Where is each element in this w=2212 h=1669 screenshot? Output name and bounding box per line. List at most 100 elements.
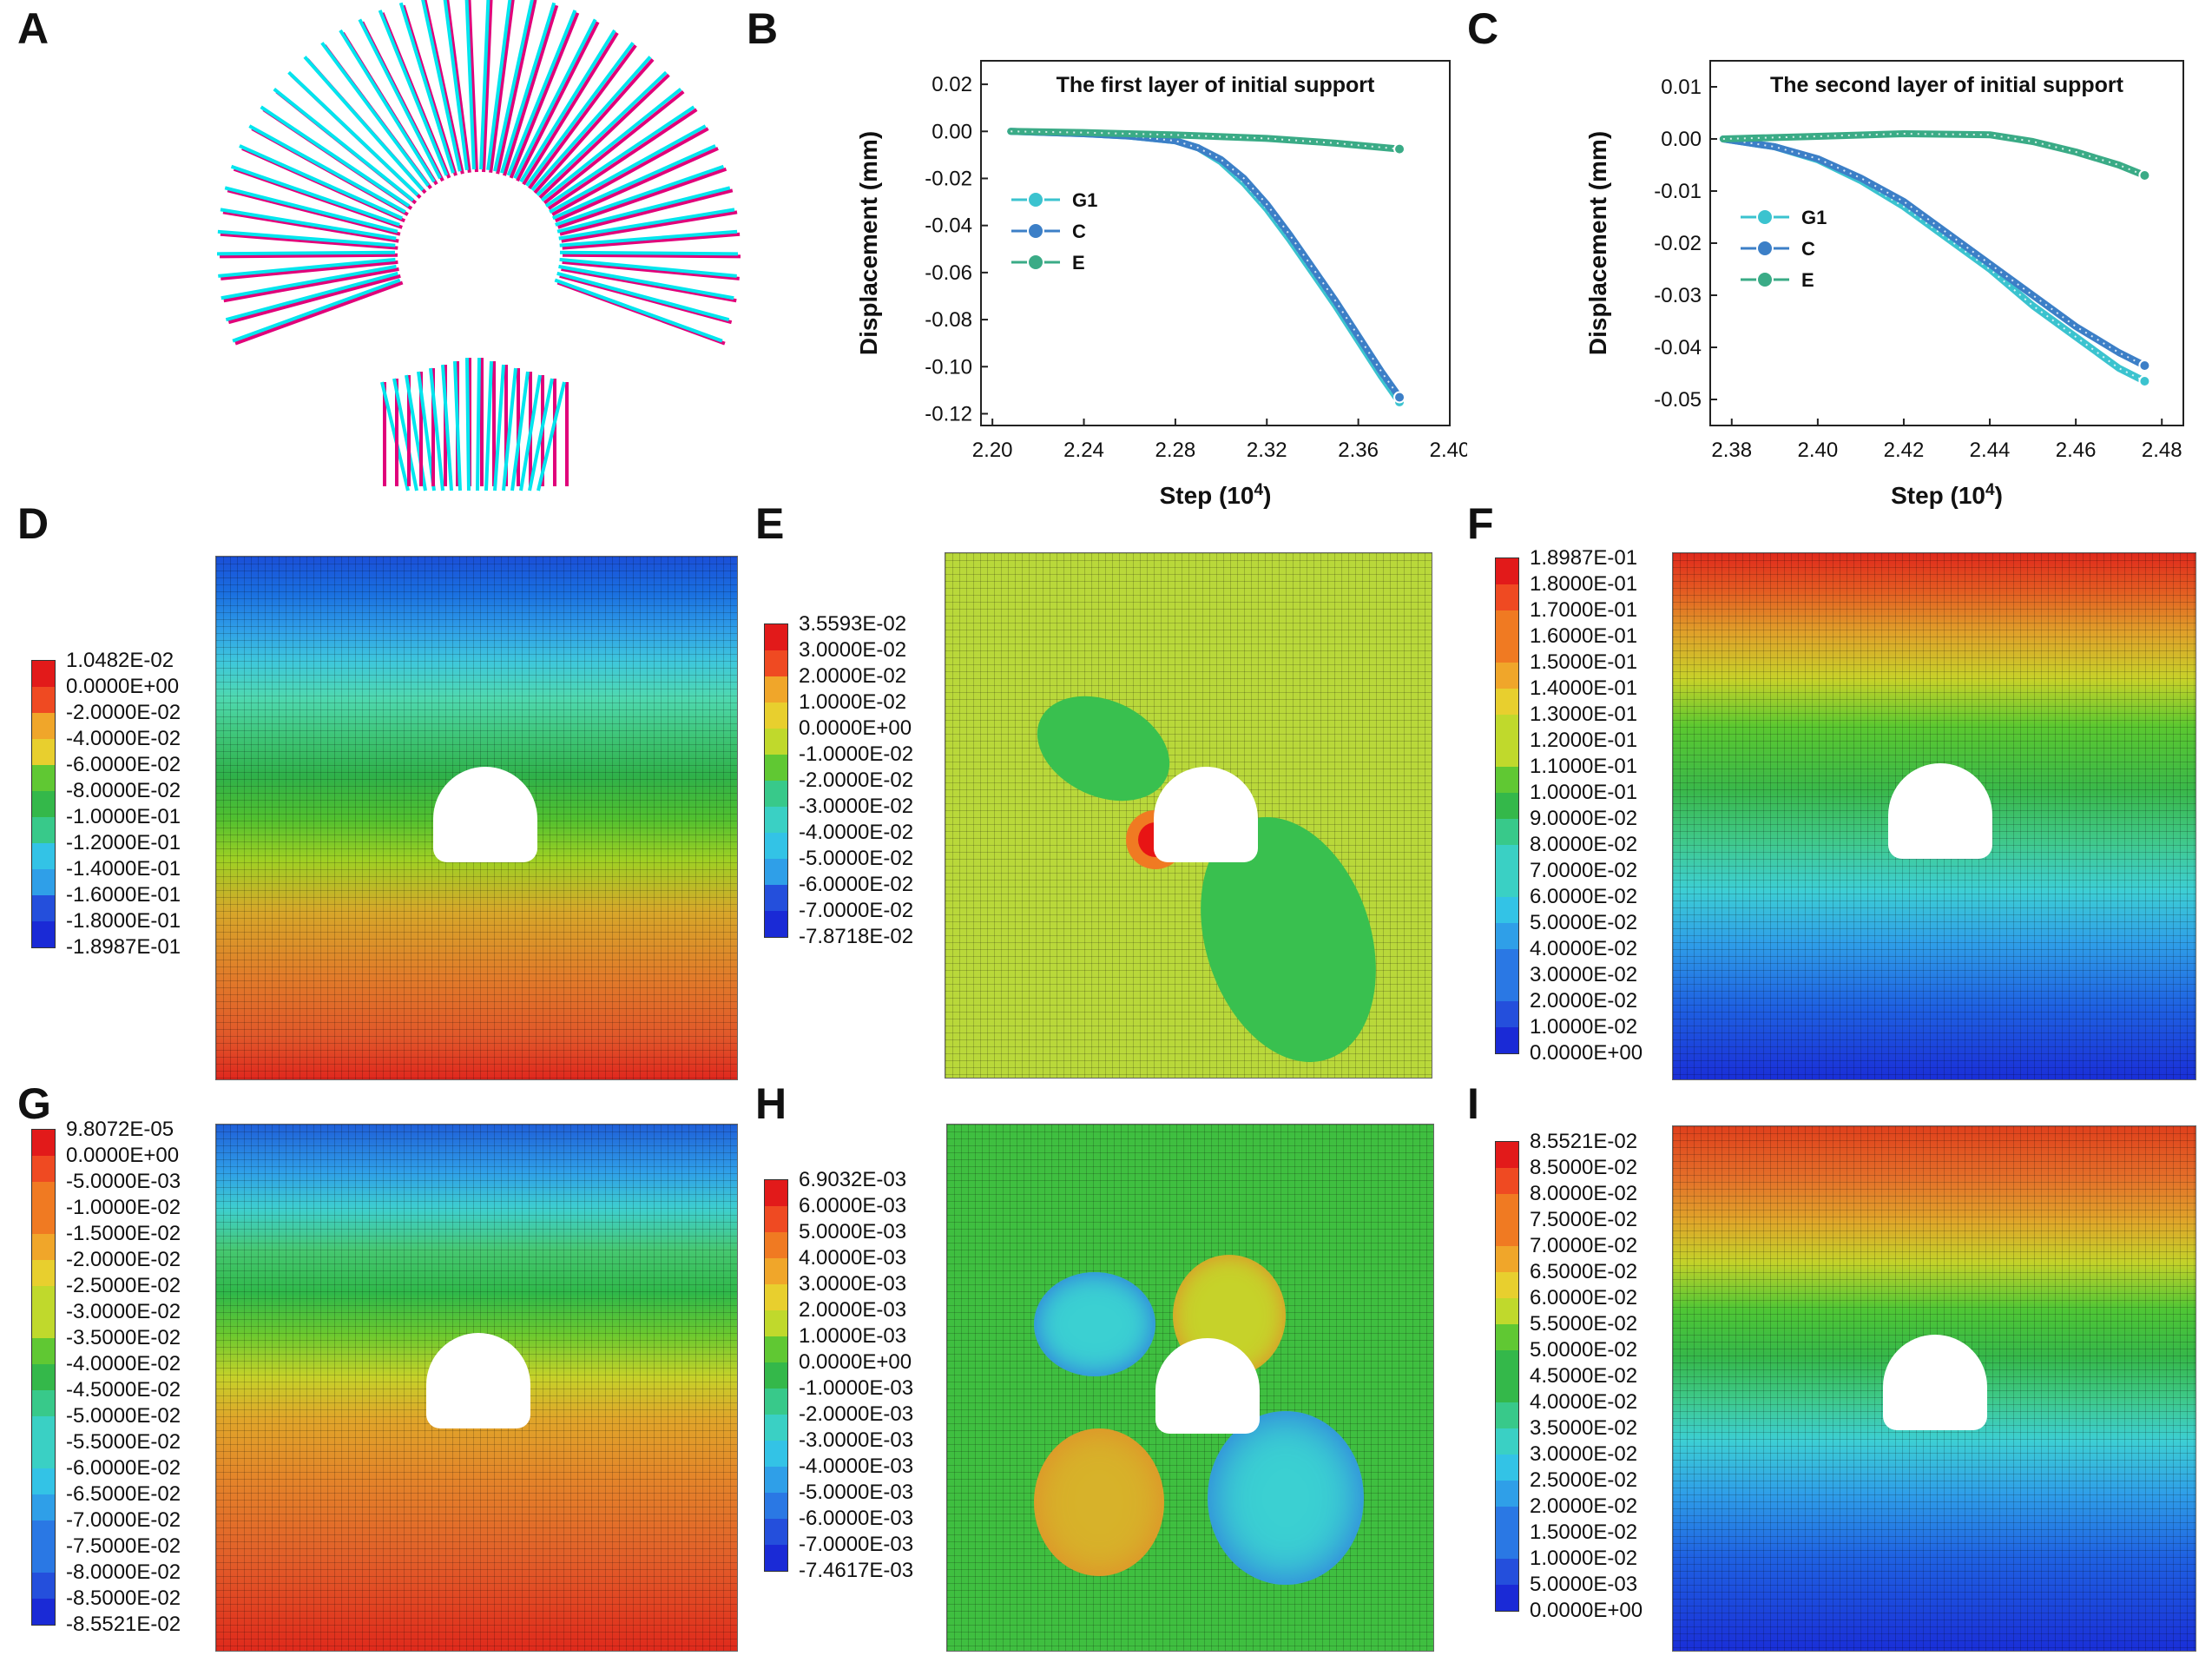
color-bar-segment: [1496, 1533, 1518, 1559]
y-tick-label: -0.04: [925, 214, 972, 238]
bolt-magenta: [538, 73, 670, 199]
contour-plot-i: [1672, 1125, 2196, 1652]
color-bar-segment: [32, 921, 55, 947]
color-bar: [31, 1129, 56, 1626]
hole-f: [1888, 763, 1992, 859]
color-bar-segment: [1496, 1376, 1518, 1402]
bolt-magenta: [227, 274, 401, 325]
bolt-magenta: [562, 232, 741, 250]
legend-value: 5.5000E-02: [1530, 1312, 1638, 1336]
legend-value: -7.5000E-02: [66, 1534, 181, 1558]
legend-value: 8.0000E-02: [1530, 1182, 1638, 1205]
color-bar-segment: [1496, 1194, 1518, 1220]
bolt-cyan: [554, 278, 723, 343]
bolt-magenta: [562, 260, 740, 280]
legend-value: 5.0000E-02: [1530, 911, 1638, 934]
y-tick-label: 0.00: [932, 120, 972, 143]
y-tick-label: -0.10: [925, 355, 972, 379]
color-bar-segment: [1496, 1168, 1518, 1194]
y-tick-label: -0.12: [925, 402, 972, 425]
color-bar-segment: [1496, 1507, 1518, 1533]
legend-value: -5.0000E-03: [66, 1170, 181, 1193]
color-bar-segment: [32, 1573, 55, 1599]
hole-e: [1154, 767, 1258, 862]
series-line-c: [1007, 128, 1404, 401]
y-tick-label: 0.00: [1661, 128, 1702, 151]
y-axis-label: Displacement (mm): [1589, 131, 1611, 355]
legend-value: 1.0000E-03: [799, 1324, 907, 1348]
lobe-h-2: [1034, 1428, 1164, 1576]
y-tick-label: -0.08: [925, 308, 972, 332]
invert-bolt-cyan: [537, 381, 566, 491]
color-bar-segment: [1496, 663, 1518, 689]
bolt-cyan: [558, 264, 734, 300]
x-tick-label: 2.36: [1338, 439, 1379, 462]
legend-value: -5.0000E-02: [66, 1404, 181, 1428]
panel-label-a: A: [17, 4, 49, 53]
legend-value: -2.0000E-03: [799, 1402, 914, 1426]
legend-label-c: C: [1072, 221, 1086, 242]
legend-value: 4.0000E-02: [1530, 1390, 1638, 1414]
x-tick-label: 2.46: [2056, 439, 2097, 462]
legend-value: -3.0000E-03: [799, 1428, 914, 1452]
color-bar-segment: [32, 1494, 55, 1521]
legend-value: -3.0000E-02: [799, 795, 914, 818]
bolt-cyan: [218, 257, 396, 278]
bolt-cyan: [519, 29, 616, 183]
bolt-magenta: [227, 188, 401, 236]
legend-value: 0.0000E+00: [1530, 1041, 1643, 1065]
color-bar-segment: [1496, 767, 1518, 793]
color-bar-segment: [1496, 1142, 1518, 1168]
legend-value: -8.0000E-02: [66, 1560, 181, 1584]
legend-value: 3.0000E-02: [1530, 963, 1638, 986]
bolt-magenta: [220, 232, 398, 250]
legend-value: 3.5000E-02: [1530, 1416, 1638, 1440]
bolt-cyan: [506, 10, 577, 176]
bolt-cyan: [549, 124, 707, 214]
legend-value: 2.0000E-02: [1530, 989, 1638, 1013]
legend-value: 6.9032E-03: [799, 1168, 907, 1191]
legend-value: -1.0000E-02: [66, 1196, 181, 1219]
invert-bolt-cyan: [484, 360, 493, 491]
bolt-cyan: [216, 250, 396, 256]
bolt-cyan: [555, 164, 725, 227]
x-tick-label: 2.40: [1430, 439, 1467, 462]
color-bar-segment: [32, 1260, 55, 1286]
panel-label-b: B: [747, 4, 779, 53]
series-line-c: [1719, 135, 2149, 369]
bolt-cyan: [551, 144, 716, 221]
color-bar-segment: [765, 807, 787, 833]
color-bar-segment: [765, 911, 787, 937]
bolt-cyan: [232, 278, 401, 343]
legend-value: 1.7000E-01: [1530, 598, 1638, 622]
color-bar-segment: [32, 1390, 55, 1416]
chart-title: The first layer of initial support: [1057, 73, 1375, 97]
legend-value: -8.0000E-02: [66, 779, 181, 802]
panel-label-f: F: [1467, 499, 1494, 548]
bolt-cyan: [536, 70, 668, 196]
color-bar-segment: [765, 1467, 787, 1493]
y-tick-label: 0.01: [1661, 76, 1702, 99]
bolt-cyan: [248, 124, 406, 214]
legend-value: 1.5000E-01: [1530, 650, 1638, 674]
legend-value: 1.0000E-02: [1530, 1547, 1638, 1570]
legend-value: -1.5000E-02: [66, 1222, 181, 1245]
legend-label-c: C: [1801, 238, 1815, 260]
bolt-cyan: [230, 164, 400, 227]
legend-value: 0.0000E+00: [1530, 1599, 1643, 1622]
color-bar-segment: [765, 1415, 787, 1441]
color-bar-segment: [1496, 1001, 1518, 1027]
legend-value: 8.5000E-02: [1530, 1156, 1638, 1179]
invert-bolt-cyan: [493, 364, 505, 491]
bolt-cyan: [479, 0, 490, 170]
legend-value: 1.8000E-01: [1530, 572, 1638, 596]
color-bar-segment: [1496, 923, 1518, 949]
legend-marker-g1: [1027, 191, 1044, 208]
color-bar-segment: [1496, 1481, 1518, 1507]
legend-marker-c: [1027, 222, 1044, 240]
legend-value: -8.5000E-02: [66, 1587, 181, 1610]
panel-label-c: C: [1467, 4, 1499, 53]
bolt-magenta: [489, 0, 515, 174]
bolt-cyan: [303, 56, 425, 192]
legend-value: -4.0000E-03: [799, 1455, 914, 1478]
